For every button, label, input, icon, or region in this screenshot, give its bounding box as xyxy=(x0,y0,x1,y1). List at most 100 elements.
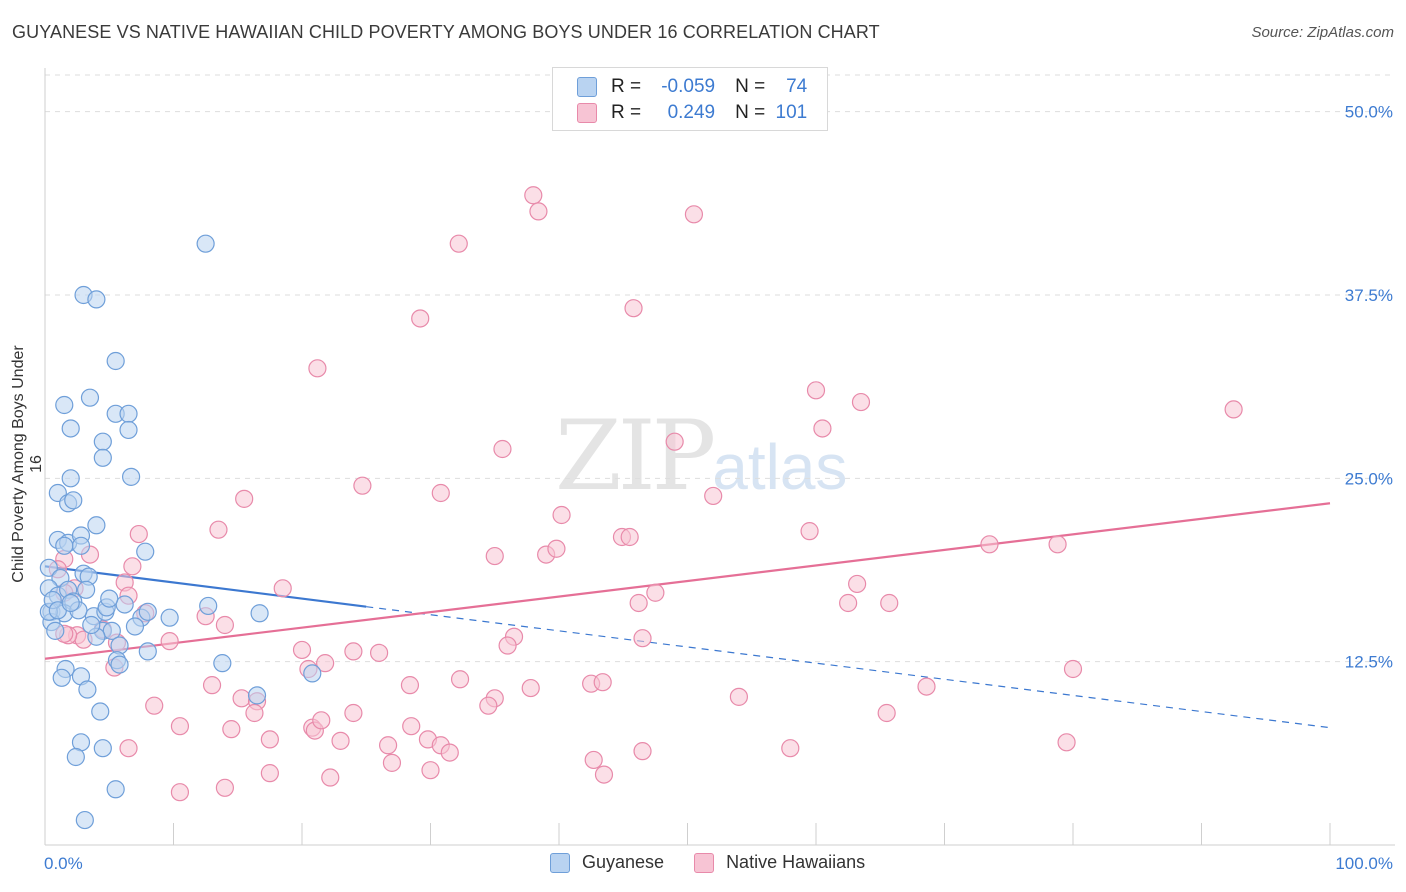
guyanese-point xyxy=(115,595,134,614)
trend-line-solid xyxy=(44,565,367,608)
guyanese-point xyxy=(46,621,65,640)
native-hawaiian-point xyxy=(479,696,498,715)
native-hawaiian-point xyxy=(331,731,350,750)
native-hawaiian-point xyxy=(145,696,164,715)
guyanese-point xyxy=(303,664,322,683)
guyanese-point xyxy=(138,602,157,621)
legend-item-guyanese[interactable]: Guyanese xyxy=(550,852,664,873)
guyanese-point xyxy=(39,558,58,577)
guyanese-point xyxy=(61,593,80,613)
native-hawaiian-point xyxy=(800,522,819,541)
native-hawaiian-point xyxy=(529,202,548,221)
guyanese-point xyxy=(55,536,74,555)
r-value: 0.249 xyxy=(667,102,716,123)
native-hawaiian-point xyxy=(584,750,603,770)
native-hawaiian-point xyxy=(1063,659,1083,679)
native-hawaiian-point xyxy=(1048,535,1067,554)
native-hawaiian-point xyxy=(665,432,684,451)
legend-item-native-hawaiians[interactable]: Native Hawaiians xyxy=(694,852,865,873)
legend-label: Native Hawaiians xyxy=(726,852,866,872)
guyanese-point xyxy=(110,655,129,674)
trend-lines xyxy=(44,502,1331,729)
legend-row-guyanese: R = -0.059 N = 74 xyxy=(577,75,807,99)
native-hawaiian-point xyxy=(170,783,190,802)
legend-label: Guyanese xyxy=(582,852,665,872)
r-label: R = xyxy=(611,76,642,97)
series-legend: Guyanese Native Hawaiians xyxy=(550,852,895,873)
native-hawaiian-point xyxy=(273,579,292,598)
native-hawaiian-point xyxy=(629,593,648,613)
source-label: Source: ZipAtlas.com xyxy=(1251,24,1394,41)
guyanese-point xyxy=(213,654,232,673)
native-hawaiian-point xyxy=(215,615,234,635)
guyanese-point xyxy=(93,448,112,467)
guyanese-point xyxy=(91,702,110,721)
native-hawaiian-point xyxy=(493,439,512,459)
guyanese-point xyxy=(100,589,119,608)
y-tick-label: 50.0% xyxy=(1345,103,1393,122)
native-hawaiian-point xyxy=(129,524,148,544)
native-hawaiian-point xyxy=(400,676,420,695)
native-hawaiian-point xyxy=(411,309,430,328)
native-hawaiian-point xyxy=(119,739,138,758)
guyanese-point xyxy=(160,608,179,627)
native-hawaiian-point xyxy=(232,689,251,708)
native-hawaiian-point xyxy=(245,703,264,723)
native-hawaiian-point xyxy=(260,764,279,783)
native-hawaiian-point xyxy=(839,593,858,613)
x-tick-label: 0.0% xyxy=(44,854,83,873)
native-hawaiian-point xyxy=(1224,400,1243,419)
native-hawaiian-point xyxy=(440,743,459,762)
guyanese-point xyxy=(119,420,138,440)
correlation-legend: R = -0.059 N = 74 R = 0.249 N = 101 xyxy=(552,67,828,131)
native-hawaiian-point xyxy=(593,673,612,692)
native-hawaiian-point xyxy=(449,234,468,253)
guyanese-point xyxy=(87,290,106,309)
native-hawaiian-point xyxy=(344,642,363,661)
native-hawaiian-point xyxy=(235,489,254,508)
legend-swatch-pink xyxy=(694,852,715,873)
guyanese-point xyxy=(106,780,125,799)
native-hawaiian-point xyxy=(1057,733,1076,752)
guyanese-point xyxy=(61,469,80,488)
native-hawaiian-point xyxy=(524,186,543,205)
native-hawaiian-point xyxy=(321,768,340,787)
n-value: 101 xyxy=(775,102,808,123)
native-hawaiian-point xyxy=(552,505,571,525)
n-label: N = xyxy=(735,102,766,123)
native-hawaiian-point xyxy=(624,299,643,318)
native-hawaiian-point xyxy=(370,643,389,662)
native-hawaiian-point xyxy=(421,761,440,780)
x-tick-label: 100.0% xyxy=(1335,854,1393,873)
native-hawaiian-point xyxy=(781,739,800,758)
native-hawaiian-point xyxy=(312,711,331,730)
guyanese-point xyxy=(136,542,155,561)
native-hawaiian-point xyxy=(704,486,723,506)
guyanese-point xyxy=(75,810,94,830)
y-tick-label: 37.5% xyxy=(1345,286,1393,305)
guyanese-point xyxy=(247,686,267,705)
native-hawaiian-point xyxy=(917,677,936,696)
native-hawaiian-point xyxy=(353,476,372,495)
guyanese-point xyxy=(55,395,74,415)
native-hawaiian-point xyxy=(378,736,398,755)
guyanese-point xyxy=(52,668,71,687)
r-value: -0.059 xyxy=(661,76,716,97)
native-hawaiian-point xyxy=(594,765,614,784)
native-hawaiian-point xyxy=(160,632,179,651)
guyanese-point xyxy=(87,516,106,535)
native-hawaiian-point xyxy=(633,629,652,648)
native-hawaiian-point xyxy=(260,730,279,749)
native-hawaiian-point xyxy=(215,778,234,797)
guyanese-point xyxy=(125,617,145,636)
tick-labels: 12.5% 25.0% 37.5% 50.0% 0.0% 100.0% xyxy=(44,103,1393,873)
guyanese-point xyxy=(121,467,141,486)
guyanese-point xyxy=(80,388,100,407)
native-hawaiian-point xyxy=(633,742,652,761)
native-hawaiian-point xyxy=(547,539,566,558)
guyanese-point xyxy=(93,432,112,451)
native-hawaiian-point xyxy=(880,593,899,613)
guyanese-point xyxy=(66,747,85,767)
native-hawaiian-point xyxy=(620,527,639,547)
legend-swatch-blue xyxy=(550,852,570,873)
